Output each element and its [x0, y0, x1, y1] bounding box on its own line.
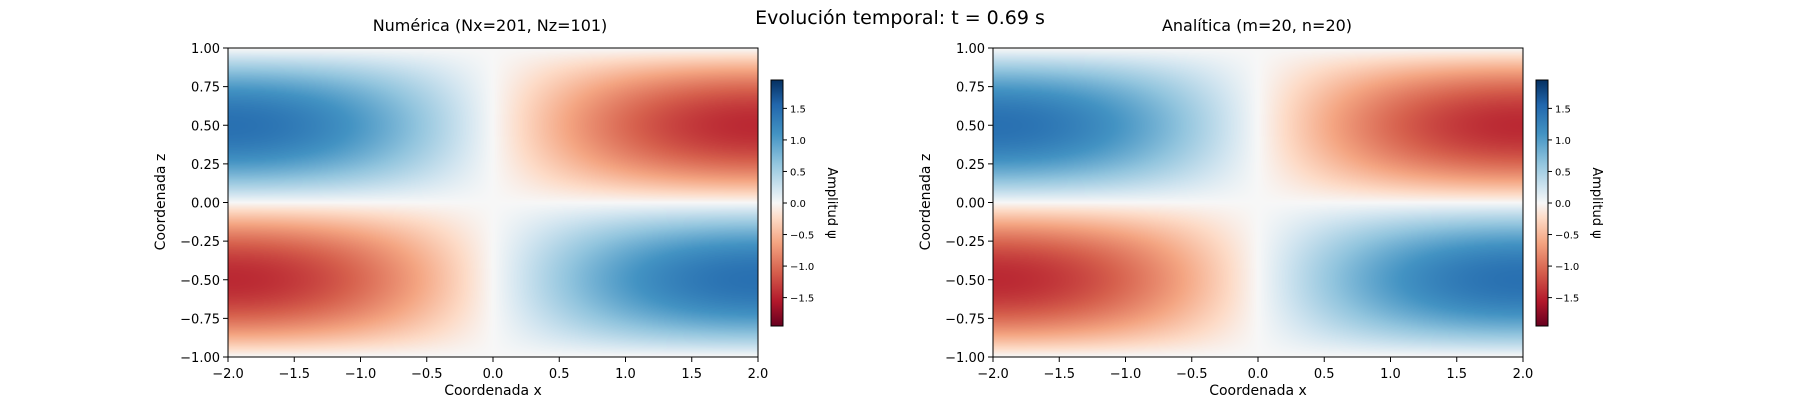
y-tick-label: 0.00 — [956, 197, 985, 212]
heatmap-field — [228, 48, 758, 357]
x-tick-label: −1.0 — [1110, 367, 1142, 382]
x-axis: −2.0 −1.5 −1.0 −0.5 0.0 0.5 1.0 1.5 2.0 — [212, 357, 768, 382]
y-axis-label: Coordenada z — [918, 154, 934, 251]
colorbar-tick-label: −1.0 — [1555, 262, 1579, 273]
x-tick-label: 1.0 — [615, 367, 636, 382]
x-tick-label: 0.0 — [483, 367, 504, 382]
y-tick-label: −0.25 — [945, 235, 985, 250]
x-tick-label: −2.0 — [212, 367, 244, 382]
y-tick-label: −0.50 — [945, 274, 985, 289]
colorbar-label: Amplitud ψ — [824, 167, 839, 238]
colorbar-tick-label: −0.5 — [790, 231, 814, 242]
x-tick-label: 2.0 — [1513, 367, 1534, 382]
colorbar-tick-label: 1.5 — [1555, 104, 1571, 115]
x-axis-label: Coordenada x — [444, 383, 542, 399]
panel-title: Analítica (m=20, n=20) — [1162, 16, 1352, 35]
x-tick-label: 1.5 — [681, 367, 702, 382]
y-tick-label: 0.25 — [956, 158, 985, 173]
colorbar-tick-label: −1.5 — [790, 294, 814, 305]
colorbar-tick-label: −1.0 — [790, 262, 814, 273]
colorbar-tick-label: 1.0 — [790, 136, 806, 147]
panel-numerica: Numérica (Nx=201, Nz=101) −2.0 −1.5 −1.0 −0… — [153, 16, 839, 399]
x-tick-label: 1.0 — [1380, 367, 1401, 382]
y-axis: 1.00 0.75 0.50 0.25 0.00 −0.25 −0.50 −0.75 −1.00 — [945, 42, 993, 366]
colorbar-tick-label: −1.5 — [1555, 294, 1579, 305]
panel-analitica: Analítica (m=20, n=20) −2.0 −1.5 −1.0 −0.5 0… — [918, 16, 1604, 399]
colorbar: 1.5 1.0 0.5 0.0 −0.5 −1.0 −1.5 Amplitud ψ — [1535, 79, 1604, 327]
x-axis-label: Coordenada x — [1209, 383, 1307, 399]
y-tick-label: 0.75 — [191, 81, 220, 96]
y-tick-label: 0.25 — [191, 158, 220, 173]
colorbar-ticks: 1.5 1.0 0.5 0.0 −0.5 −1.0 −1.5 — [1548, 104, 1579, 305]
y-tick-label: 1.00 — [191, 42, 220, 57]
x-tick-label: 0.5 — [549, 367, 570, 382]
x-tick-label: −1.0 — [345, 367, 377, 382]
colorbar-tick-label: 1.5 — [790, 104, 806, 115]
panel-title: Numérica (Nx=201, Nz=101) — [373, 16, 608, 35]
colorbar-tick-label: 1.0 — [1555, 136, 1571, 147]
x-axis: −2.0 −1.5 −1.0 −0.5 0.0 0.5 1.0 1.5 2.0 — [977, 357, 1533, 382]
y-tick-label: −0.75 — [180, 312, 220, 327]
y-axis: 1.00 0.75 0.50 0.25 0.00 −0.25 −0.50 −0.75 −1.00 — [180, 42, 228, 366]
colorbar-tick-label: 0.5 — [1555, 167, 1571, 178]
y-tick-label: −1.00 — [180, 351, 220, 366]
heatmap-field — [993, 48, 1523, 357]
colorbar-tick-label: −0.5 — [1555, 231, 1579, 242]
x-tick-label: −2.0 — [977, 367, 1009, 382]
colorbar-tick-label: 0.0 — [790, 199, 806, 210]
x-tick-label: 2.0 — [748, 367, 769, 382]
y-tick-label: 0.50 — [956, 119, 985, 134]
x-tick-label: −1.5 — [1043, 367, 1075, 382]
colorbar-tick-label: 0.0 — [1555, 199, 1571, 210]
y-tick-label: 1.00 — [956, 42, 985, 57]
y-tick-label: −0.50 — [180, 274, 220, 289]
y-tick-label: 0.00 — [191, 197, 220, 212]
x-tick-label: −0.5 — [1176, 367, 1208, 382]
y-axis-label: Coordenada z — [153, 154, 169, 251]
colorbar: 1.5 1.0 0.5 0.0 −0.5 −1.0 −1.5 Amplitud ψ — [770, 79, 839, 327]
figure-suptitle: Evolución temporal: t = 0.69 s — [755, 7, 1045, 29]
colorbar-label: Amplitud ψ — [1589, 167, 1604, 238]
y-tick-label: −0.75 — [945, 312, 985, 327]
colorbar-tick-label: 0.5 — [790, 167, 806, 178]
colorbar-gradient — [770, 79, 784, 327]
x-tick-label: 0.0 — [1248, 367, 1269, 382]
colorbar-ticks: 1.5 1.0 0.5 0.0 −0.5 −1.0 −1.5 — [783, 104, 814, 305]
x-tick-label: −0.5 — [411, 367, 443, 382]
colorbar-gradient — [1535, 79, 1549, 327]
x-tick-label: −1.5 — [278, 367, 310, 382]
y-tick-label: −0.25 — [180, 235, 220, 250]
x-tick-label: 1.5 — [1446, 367, 1467, 382]
x-tick-label: 0.5 — [1314, 367, 1335, 382]
y-tick-label: 0.50 — [191, 119, 220, 134]
y-tick-label: 0.75 — [956, 81, 985, 96]
y-tick-label: −1.00 — [945, 351, 985, 366]
